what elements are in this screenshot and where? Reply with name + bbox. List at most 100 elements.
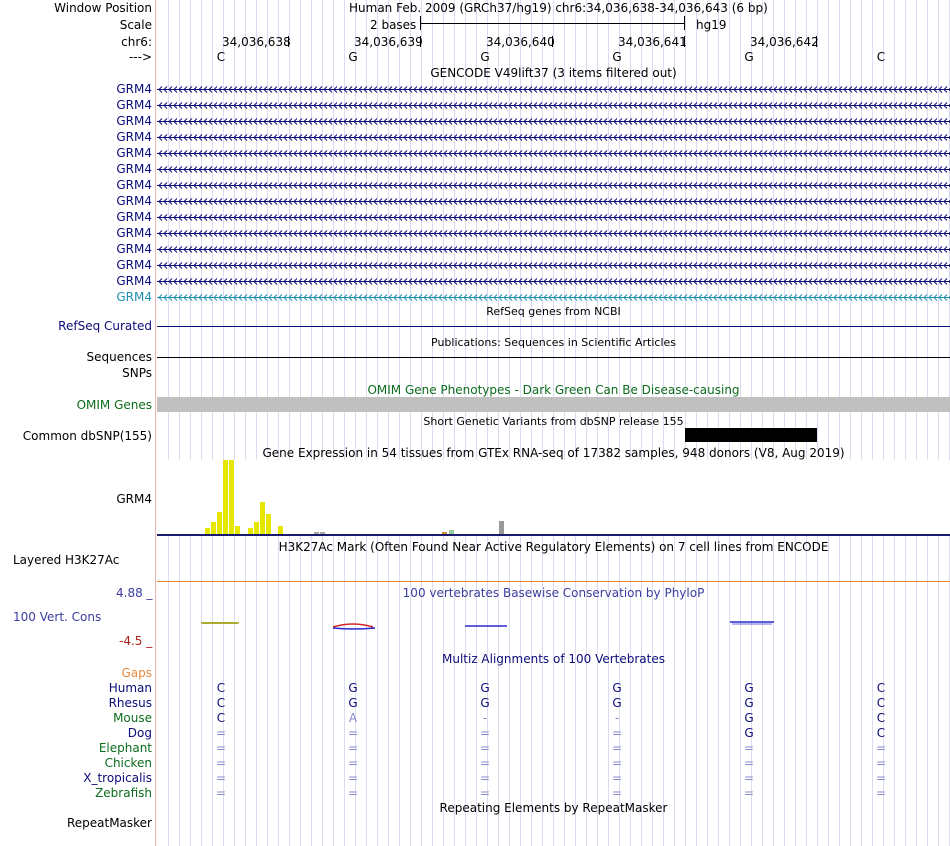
grid-line: [729, 0, 730, 846]
refseq-gene-line[interactable]: [157, 326, 950, 327]
gtex-expression-bar[interactable]: [223, 460, 228, 534]
grid-line: [212, 0, 213, 846]
phylop-title[interactable]: 100 vertebrates Basewise Conservation by…: [402, 586, 705, 600]
grid-line: [685, 0, 686, 846]
gencode-transcript-line[interactable]: [157, 85, 950, 94]
gtex-expression-bar[interactable]: [217, 512, 222, 534]
h3k27ac-signal-line[interactable]: [157, 581, 950, 582]
pubs-line[interactable]: [157, 357, 950, 358]
grid-line: [938, 0, 939, 846]
species-label[interactable]: Chicken: [104, 756, 152, 770]
gencode-title[interactable]: GENCODE V49lift37 (3 items filtered out): [430, 66, 677, 80]
dbsnp-label[interactable]: Common dbSNP(155): [22, 429, 152, 443]
gtex-title[interactable]: Gene Expression in 54 tissues from GTEx …: [262, 446, 845, 460]
gtex-label[interactable]: GRM4: [116, 492, 152, 506]
gencode-transcript-label[interactable]: GRM4: [116, 178, 152, 192]
alignment-base: G: [480, 681, 490, 695]
gtex-chart[interactable]: [157, 460, 950, 536]
species-label[interactable]: Rhesus: [108, 696, 152, 710]
gencode-transcript-line[interactable]: [157, 181, 950, 190]
gencode-transcript-label[interactable]: GRM4: [116, 274, 152, 288]
species-label[interactable]: Zebrafish: [95, 786, 152, 800]
h3k27ac-label[interactable]: Layered H3K27Ac: [13, 553, 120, 567]
gencode-transcript-line[interactable]: [157, 293, 950, 302]
gencode-transcript-line[interactable]: [157, 245, 950, 254]
multiz-title[interactable]: Multiz Alignments of 100 Vertebrates: [441, 652, 666, 666]
dbsnp-variant-bar[interactable]: [685, 428, 817, 442]
assembly-title[interactable]: Human Feb. 2009 (GRCh37/hg19) chr6:34,03…: [349, 1, 768, 15]
grid-line: [894, 0, 895, 846]
refseq-label[interactable]: RefSeq Curated: [58, 319, 152, 333]
alignment-base: G: [612, 696, 622, 710]
gtex-expression-bar[interactable]: [205, 528, 210, 534]
snps-label[interactable]: SNPs: [122, 366, 152, 380]
gaps-label[interactable]: Gaps: [121, 666, 152, 680]
grid-line: [377, 0, 378, 846]
grid-line: [740, 0, 741, 846]
gencode-transcript-line[interactable]: [157, 165, 950, 174]
gtex-expression-bar[interactable]: [235, 526, 240, 534]
alignment-base: =: [875, 741, 887, 755]
gencode-transcript-label[interactable]: GRM4: [116, 226, 152, 240]
gtex-expression-bar[interactable]: [211, 522, 216, 534]
species-label[interactable]: Mouse: [113, 711, 152, 725]
gencode-transcript-label[interactable]: GRM4: [116, 98, 152, 112]
gencode-transcript-label[interactable]: GRM4: [116, 210, 152, 224]
species-label[interactable]: Dog: [127, 726, 152, 740]
gencode-transcript-label[interactable]: GRM4: [116, 290, 152, 304]
pubs-title[interactable]: Publications: Sequences in Scientific Ar…: [431, 336, 676, 349]
gtex-expression-bar[interactable]: [499, 521, 504, 534]
gencode-transcript-label[interactable]: GRM4: [116, 162, 152, 176]
gencode-transcript-label[interactable]: GRM4: [116, 82, 152, 96]
grid-line: [498, 0, 499, 846]
refseq-title[interactable]: RefSeq genes from NCBI: [486, 305, 621, 318]
species-label[interactable]: Elephant: [98, 741, 152, 755]
grid-line: [454, 0, 455, 846]
omim-title[interactable]: OMIM Gene Phenotypes - Dark Green Can Be…: [367, 383, 740, 397]
alignment-base: =: [479, 741, 491, 755]
gtex-expression-bar[interactable]: [229, 460, 234, 534]
gencode-transcript-line[interactable]: [157, 261, 950, 270]
gtex-expression-bar[interactable]: [266, 514, 271, 534]
gtex-expression-bar[interactable]: [260, 502, 265, 534]
repeatmasker-label[interactable]: RepeatMasker: [66, 816, 152, 830]
gencode-transcript-label[interactable]: GRM4: [116, 146, 152, 160]
h3k27ac-title[interactable]: H3K27Ac Mark (Often Found Near Active Re…: [278, 540, 829, 554]
phylop-signal[interactable]: [157, 615, 950, 633]
gtex-expression-bar[interactable]: [314, 532, 319, 534]
gencode-transcript-line[interactable]: [157, 213, 950, 222]
gencode-transcript-label[interactable]: GRM4: [116, 242, 152, 256]
gencode-transcript-label[interactable]: GRM4: [116, 130, 152, 144]
gencode-transcript-label[interactable]: GRM4: [116, 114, 152, 128]
omim-label[interactable]: OMIM Genes: [76, 398, 152, 412]
species-label[interactable]: X_tropicalis: [83, 771, 152, 785]
grid-line: [597, 0, 598, 846]
gencode-transcript-line[interactable]: [157, 277, 950, 286]
gencode-transcript-line[interactable]: [157, 149, 950, 158]
species-label[interactable]: Human: [108, 681, 152, 695]
alignment-base: =: [479, 726, 491, 740]
alignment-base: =: [743, 771, 755, 785]
gtex-expression-bar[interactable]: [254, 522, 259, 534]
dbsnp-title[interactable]: Short Genetic Variants from dbSNP releas…: [423, 415, 684, 428]
repeatmasker-title[interactable]: Repeating Elements by RepeatMasker: [439, 801, 668, 815]
gencode-transcript-label[interactable]: GRM4: [116, 194, 152, 208]
gtex-expression-bar[interactable]: [449, 530, 454, 534]
grid-line: [190, 0, 191, 846]
gencode-transcript-line[interactable]: [157, 101, 950, 110]
gencode-transcript-label[interactable]: GRM4: [116, 258, 152, 272]
gencode-transcript-line[interactable]: [157, 117, 950, 126]
gencode-transcript-line[interactable]: [157, 197, 950, 206]
phylop-label[interactable]: 100 Vert. Cons: [13, 610, 102, 624]
pubs-label[interactable]: Sequences: [86, 350, 152, 364]
gtex-expression-bar[interactable]: [278, 526, 283, 534]
label-divider: [155, 0, 156, 846]
position-label: 34,036,641: [618, 35, 687, 49]
gtex-expression-bar[interactable]: [248, 528, 253, 534]
scale-bar: [420, 23, 684, 24]
gencode-transcript-line[interactable]: [157, 229, 950, 238]
gtex-expression-bar[interactable]: [320, 532, 325, 534]
gtex-expression-bar[interactable]: [442, 532, 447, 534]
gencode-transcript-line[interactable]: [157, 133, 950, 142]
omim-gene-bar[interactable]: [157, 397, 950, 412]
